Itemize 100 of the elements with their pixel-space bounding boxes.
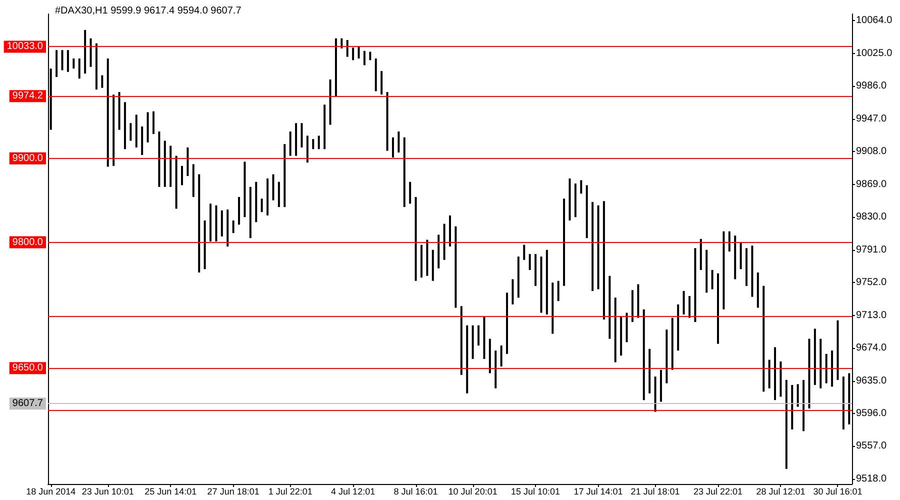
y-tick-label: 9947.0 [856,113,888,124]
bar [158,132,160,187]
bar [506,292,508,354]
bar [204,220,206,270]
bar [648,348,651,394]
bar [164,140,166,187]
bar [671,318,674,370]
ref-line-label: 9607.7 [12,398,44,410]
ref-line-label: 9650.0 [12,362,44,374]
bar [306,136,308,163]
bar [438,234,440,268]
bar [706,250,708,293]
bar [637,284,640,318]
bar [152,111,154,134]
bar [791,384,794,430]
bar [106,58,109,167]
chart-title: #DAX30,H1 9599.9 9617.4 9594.0 9607.7 [55,6,242,16]
x-tick-label: 27 Jun 18:01 [207,486,260,496]
bar [592,202,594,291]
bar [352,48,354,60]
y-tick-label: 9791.0 [856,244,888,256]
bar [90,38,92,67]
bar [358,46,360,58]
bar [751,246,754,297]
bar [392,137,394,158]
x-tick-label: 30 Jul 16:01 [813,486,862,496]
bar [181,166,183,186]
bar [620,316,622,356]
bar [626,312,628,342]
bar [95,43,98,90]
bar [170,146,172,187]
y-tick-label: 10025.0 [856,48,893,59]
x-tick-label: 17 Jul 14:01 [574,486,623,496]
bar [682,290,685,314]
bar [289,132,292,156]
bar [831,350,834,387]
bar [717,273,719,344]
bar [472,325,474,359]
y-tick-label: 9752.0 [856,277,888,288]
bar [631,290,634,322]
bar [488,338,491,374]
bar [210,204,212,242]
bar [278,182,280,208]
y-tick-label: 9908.0 [856,146,888,158]
bar [403,137,406,208]
x-tick-label: 8 Jul 16:01 [394,486,438,496]
bar [386,92,388,151]
bar [602,201,605,320]
bar [329,79,332,125]
bar [563,198,566,286]
bar [483,316,486,359]
bar [728,231,730,252]
bar [409,182,412,204]
x-tick-label: 15 Jul 10:01 [511,486,560,496]
bar [756,272,759,308]
y-tick-label: 9635.0 [856,375,888,386]
bar [768,360,770,388]
bar [346,40,348,57]
bar [454,226,457,308]
bar [740,242,742,270]
bar [244,162,246,218]
bar [374,58,377,92]
bar [186,147,189,176]
bar [654,376,656,412]
bar [300,123,303,148]
bar [226,210,229,246]
bar [466,325,468,394]
bar [72,58,75,69]
y-tick-label: 9830.0 [856,212,888,223]
x-tick-label: 18 Jun 2014 [26,486,76,496]
x-tick-label: 28 Jul 12:01 [756,486,806,496]
bar [124,102,126,150]
bar [334,38,337,96]
ref-line-label: 10033.0 [6,41,44,52]
bar [694,248,696,322]
x-tick-label: 23 Jun 10:01 [82,486,134,496]
bar [540,256,542,313]
x-tick-label: 4 Jul 12:01 [331,486,376,496]
ref-line-label: 9974.2 [12,90,44,102]
bar [215,205,218,242]
bar [460,306,462,375]
y-tick-label: 10064.0 [856,15,893,26]
bar [78,58,80,79]
bar [101,75,104,88]
bar [608,276,611,339]
bar [198,174,200,272]
y-tick-label: 9674.0 [856,342,888,354]
bar [814,328,816,385]
bar [642,309,645,400]
bar [420,244,422,278]
bar [512,279,514,304]
bar [56,50,58,77]
bar [272,174,274,200]
bar [597,205,600,290]
bar [802,380,805,432]
bar [528,254,531,270]
bar [192,164,194,197]
x-tick-label: 25 Jun 14:01 [144,486,197,496]
y-tick-label: 9713.0 [856,310,888,321]
bar [517,256,520,298]
